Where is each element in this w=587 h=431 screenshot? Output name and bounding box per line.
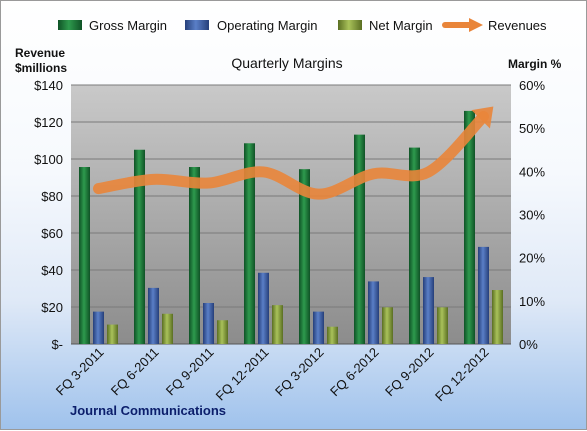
y-left-label-line-2: $millions — [15, 61, 67, 75]
right-tick-label: 60% — [519, 78, 545, 93]
category-label: FQ 3-2011 — [53, 345, 107, 399]
category-label: FQ 6-2011 — [108, 345, 162, 399]
category-label: FQ 6-2012 — [327, 345, 382, 400]
left-axis-ticks: $- $20 $40 $60 $80 $100 $120 $140 — [34, 78, 63, 352]
bar-net-margin — [107, 325, 118, 344]
legend-swatch-gross-margin — [58, 20, 82, 30]
footer-company: Journal Communications — [70, 403, 226, 418]
left-tick-label: $60 — [41, 226, 63, 241]
left-tick-label: $- — [51, 337, 63, 352]
bar-net-margin — [327, 327, 338, 344]
bar-operating-margin — [148, 288, 159, 344]
category-label: FQ 12-2012 — [432, 345, 492, 405]
category-label: FQ 12-2011 — [213, 345, 272, 404]
bar-net-margin — [382, 307, 393, 344]
legend-arrow-revenues — [469, 18, 483, 32]
bar-net-margin — [217, 320, 228, 344]
bar-net-margin — [162, 314, 173, 344]
chart-title: Quarterly Margins — [231, 55, 342, 71]
left-tick-label: $100 — [34, 152, 63, 167]
bar-net-margin — [492, 290, 503, 344]
bar-net-margin — [437, 307, 448, 344]
right-tick-label: 40% — [519, 164, 545, 179]
right-tick-label: 20% — [519, 251, 545, 266]
right-tick-label: 30% — [519, 208, 545, 223]
legend-swatch-operating-margin — [185, 20, 209, 30]
bar-operating-margin — [203, 303, 214, 344]
bar-operating-margin — [313, 312, 324, 344]
legend-label-revenues: Revenues — [488, 18, 547, 33]
bar-operating-margin — [258, 273, 269, 344]
category-label: FQ 9-2011 — [163, 345, 217, 399]
legend-swatch-net-margin — [338, 20, 362, 30]
bar-operating-margin — [368, 281, 379, 344]
legend-item-gross-margin: Gross Margin — [58, 18, 167, 33]
bar-operating-margin — [478, 247, 489, 344]
left-tick-label: $120 — [34, 115, 63, 130]
legend-item-net-margin: Net Margin — [338, 18, 433, 33]
left-tick-label: $140 — [34, 78, 63, 93]
bar-gross-margin — [464, 111, 475, 344]
right-tick-label: 0% — [519, 337, 538, 352]
legend-label-net-margin: Net Margin — [369, 18, 433, 33]
bar-gross-margin — [354, 135, 365, 344]
bar-net-margin — [272, 305, 283, 344]
legend-label-gross-margin: Gross Margin — [89, 18, 167, 33]
bar-gross-margin — [79, 167, 90, 344]
category-label: FQ 9-2012 — [382, 345, 437, 400]
left-tick-label: $40 — [41, 263, 63, 278]
right-axis-ticks: 0% 10% 20% 30% 40% 50% 60% — [519, 78, 545, 352]
right-tick-label: 50% — [519, 121, 545, 136]
y-right-label: Margin % — [508, 57, 562, 71]
legend-label-operating-margin: Operating Margin — [217, 18, 317, 33]
legend-item-revenues: Revenues — [445, 18, 547, 33]
legend-item-operating-margin: Operating Margin — [185, 18, 317, 33]
y-left-label-line-1: Revenue — [15, 46, 65, 60]
bar-gross-margin — [189, 167, 200, 344]
right-tick-label: 10% — [519, 294, 545, 309]
left-tick-label: $80 — [41, 189, 63, 204]
bar-operating-margin — [93, 312, 104, 344]
legend: Gross Margin Operating Margin Net Margin… — [58, 18, 547, 33]
category-label: FQ 3-2012 — [272, 345, 327, 400]
left-tick-label: $20 — [41, 300, 63, 315]
bar-operating-margin — [423, 277, 434, 344]
